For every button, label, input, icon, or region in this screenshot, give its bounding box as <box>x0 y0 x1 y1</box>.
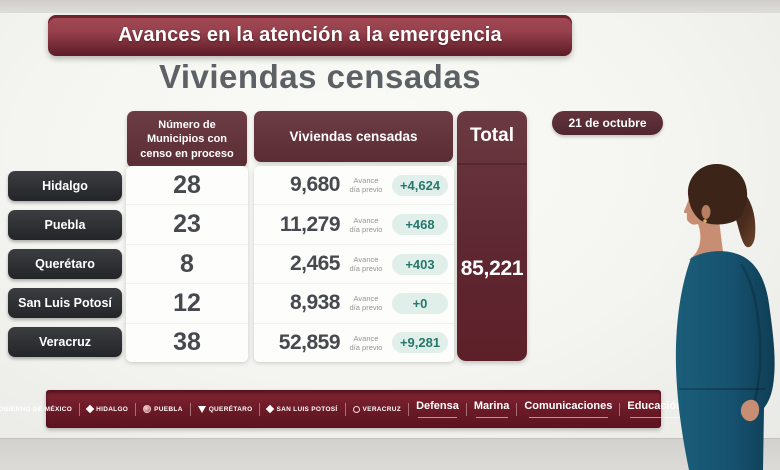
state-label: Veracruz <box>8 327 122 358</box>
state-labels-column: Hidalgo Puebla Querétaro San Luis Potosí… <box>8 166 122 362</box>
hidalgo-crest-icon <box>85 404 95 414</box>
hand <box>740 399 760 422</box>
municipios-count: 12 <box>173 288 201 317</box>
divider <box>465 402 467 416</box>
table-row: 9,680 Avance día previo +4,624 <box>254 166 454 206</box>
avance-label: Avance día previo <box>349 176 383 195</box>
state-label: Querétaro <box>8 249 122 279</box>
wall-top-strip <box>0 0 780 14</box>
total-column: Total 85,221 <box>457 111 527 361</box>
municipios-count: 28 <box>173 170 201 199</box>
veracruz-shield-icon <box>352 405 360 413</box>
puebla-seal-icon <box>143 405 152 413</box>
logo-marina: Marina <box>474 400 509 418</box>
san-luis-star-icon <box>266 404 275 414</box>
presenter-silhouette <box>675 163 775 470</box>
state-label: Hidalgo <box>8 170 122 201</box>
date-badge: 21 de octubre <box>552 111 663 135</box>
avance-value-badge: +4,624 <box>392 174 448 196</box>
column-header-viviendas: Viviendas censadas <box>254 111 453 162</box>
logo-educacion: Educación <box>627 400 683 418</box>
avance-label: Avance día previo <box>349 333 383 352</box>
logo-comunicaciones: Comunicaciones <box>524 400 612 418</box>
table-row: 2,465 Avance día previo +403 <box>254 245 454 285</box>
logo-queretaro: QUERÉTARO <box>197 405 253 413</box>
ear <box>701 205 711 219</box>
table-row: 8,938 Avance día previo +0 <box>254 284 454 324</box>
queretaro-mark-icon <box>197 405 206 413</box>
municipios-count: 8 <box>180 249 194 278</box>
state-label: San Luis Potosí <box>8 288 122 319</box>
logo-subtext-bar <box>475 416 508 418</box>
logo-subtext-bar <box>630 416 681 418</box>
divider <box>344 402 346 416</box>
avance-value-badge: +9,281 <box>392 332 448 354</box>
viviendas-count: 52,859 <box>278 330 341 354</box>
logo-veracruz: VERACRUZ <box>352 405 402 413</box>
total-divider <box>457 163 527 165</box>
arm-seam <box>739 263 762 401</box>
avance-label: Avance día previo <box>349 215 383 234</box>
total-value: 85,221 <box>460 257 524 280</box>
head-hair <box>687 163 748 225</box>
logo-hidalgo: HIDALGO <box>85 404 128 414</box>
screen-bottom-edge <box>0 438 780 470</box>
earring <box>703 219 707 223</box>
footer-logo-bar: GOBIERNO DE MÉXICO HIDALGO PUEBLA QUERÉT… <box>0 390 725 428</box>
avance-label: Avance día previo <box>349 255 383 274</box>
slide-title: Avances en la atención a la emergencia <box>118 24 502 46</box>
divider <box>189 402 191 416</box>
divider <box>259 402 261 416</box>
viviendas-count: 8,938 <box>289 291 341 315</box>
municipios-count: 23 <box>173 210 201 239</box>
divider <box>79 402 81 416</box>
logo-defensa: Defensa <box>416 400 459 418</box>
municipios-count: 38 <box>173 328 201 357</box>
column-header-municipios: Número de Municipios con censo en proces… <box>127 111 247 168</box>
viviendas-count: 9,680 <box>289 173 341 197</box>
divider <box>619 402 621 416</box>
logo-puebla: PUEBLA <box>143 405 183 413</box>
avance-label: Avance día previo <box>349 294 383 313</box>
divider <box>408 402 410 416</box>
divider <box>135 402 137 416</box>
viviendas-column: 9,680 Avance día previo +4,624 11,279 Av… <box>254 166 454 362</box>
logo-gobierno-mexico: GOBIERNO DE MÉXICO <box>0 405 73 413</box>
municipios-column: 28 23 8 12 38 <box>126 166 248 362</box>
viviendas-count: 2,465 <box>289 252 341 276</box>
slide-title-banner: Avances en la atención a la emergencia <box>48 15 572 56</box>
total-header: Total <box>470 125 514 146</box>
table-row: 52,859 Avance día previo +9,281 <box>254 324 454 362</box>
divider <box>516 402 518 416</box>
avance-value-badge: +0 <box>392 292 448 314</box>
logo-san-luis-potosi: SAN LUIS POTOSÍ <box>266 404 337 414</box>
logo-subtext-bar <box>528 416 608 418</box>
state-label: Puebla <box>8 209 122 240</box>
table-row: 11,279 Avance día previo +468 <box>254 205 454 245</box>
avance-value-badge: +468 <box>392 214 448 236</box>
logo-subtext-bar <box>418 416 457 418</box>
page-title: Viviendas censadas <box>158 58 482 95</box>
avance-value-badge: +403 <box>392 253 448 275</box>
viviendas-count: 11,279 <box>279 212 341 236</box>
